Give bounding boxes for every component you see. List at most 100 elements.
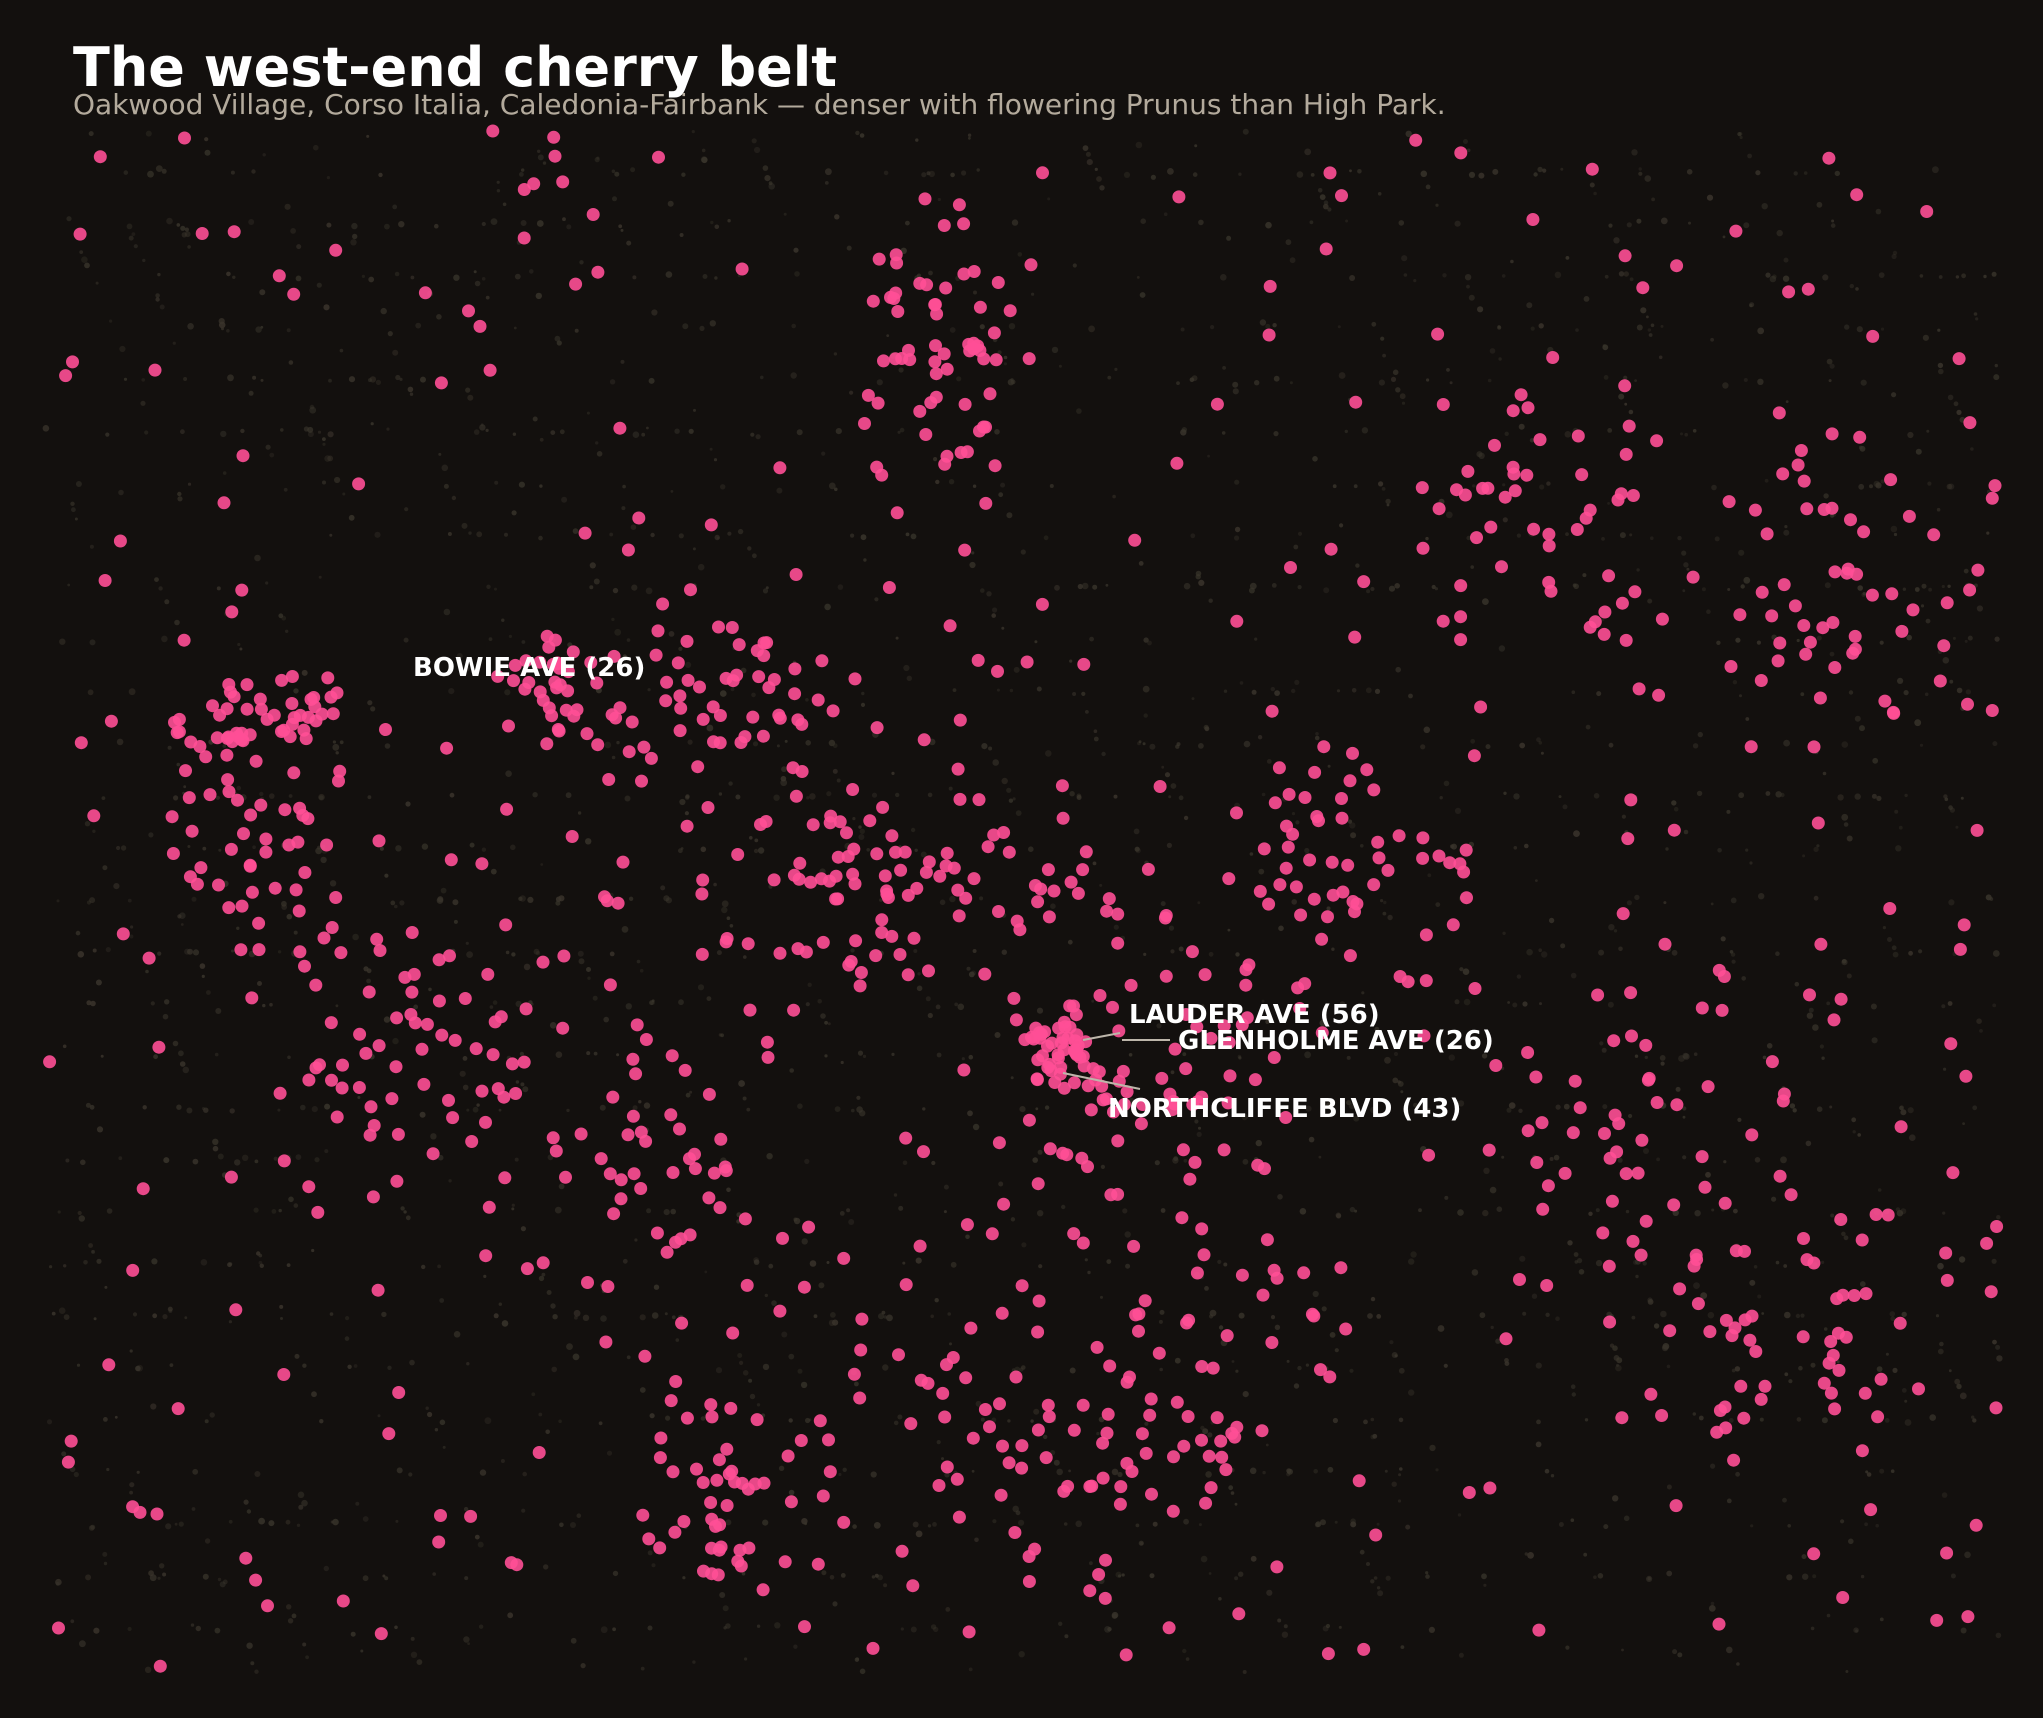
cherry-tree-dot [781, 1449, 795, 1463]
cherry-tree-dot [1715, 1003, 1729, 1017]
cherry-tree-dot [1610, 1145, 1624, 1159]
cherry-tree-dot [1319, 242, 1333, 256]
cherry-tree-dot [475, 1084, 489, 1098]
cherry-tree-dot [1514, 388, 1528, 402]
cherry-tree-dot [298, 959, 311, 973]
cherry-tree-dot [1980, 1236, 1994, 1250]
cherry-tree-dot [599, 1335, 613, 1349]
cherry-tree-dot [1166, 1504, 1180, 1518]
cherry-tree-dot [415, 1042, 429, 1056]
cherry-tree-dot [877, 354, 890, 368]
cherry-tree-dot [1765, 609, 1779, 623]
cherry-tree-dot [73, 227, 87, 241]
cherry-tree-dot [1652, 688, 1666, 702]
cherry-tree-dot [1350, 897, 1364, 911]
cherry-tree-dot [308, 700, 322, 714]
cherry-tree-dot [385, 1092, 399, 1106]
cherry-tree-dot [1745, 1128, 1759, 1142]
cherry-tree-dot [74, 736, 88, 750]
cherry-tree-dot [1314, 1363, 1327, 1377]
cherry-tree-dot [1773, 1169, 1787, 1183]
cherry-tree-dot [880, 884, 894, 898]
cherry-tree-dot [1841, 562, 1855, 576]
cherry-tree-dot [1168, 1042, 1182, 1056]
cherry-tree-dot [704, 1398, 718, 1412]
cherry-tree-dot [1083, 1480, 1097, 1493]
cherry-tree-dot [1749, 1345, 1763, 1358]
cherry-tree-dot [762, 681, 776, 695]
cherry-tree-dot [639, 1033, 653, 1046]
cherry-tree-dot [93, 150, 107, 164]
cherry-tree-dot [1230, 806, 1243, 820]
cherry-tree-dot [814, 872, 828, 886]
cherry-tree-dot [1432, 849, 1446, 863]
cherry-tree-dot [875, 913, 889, 927]
cherry-tree-dot [914, 1373, 928, 1387]
cherry-tree-dot [309, 978, 323, 992]
cherry-tree-dot [235, 899, 249, 913]
cherry-tree-dot [1294, 908, 1308, 922]
cherry-tree-dot [895, 352, 909, 365]
cherry-tree-dot [1190, 1266, 1204, 1280]
cherry-tree-dot [958, 397, 972, 411]
cherry-tree-dot [673, 689, 687, 703]
cherry-tree-dot [1176, 1143, 1190, 1157]
cherry-tree-dot [1655, 612, 1669, 626]
cherry-tree-dot [741, 937, 755, 951]
cherry-tree-dot [1303, 853, 1317, 867]
cherry-tree-dot [1081, 1079, 1095, 1093]
cherry-tree-dot [1170, 1395, 1184, 1409]
cherry-tree-dot [669, 1235, 682, 1249]
cherry-tree-dot [1230, 614, 1244, 628]
cherry-tree-dot [669, 1375, 683, 1388]
cherry-tree-dot [549, 1144, 563, 1158]
cherry-tree-dot [726, 1326, 740, 1340]
cherry-tree-dot [1158, 911, 1172, 925]
cherry-tree-dot [1145, 1487, 1158, 1501]
cherry-tree-dot [1031, 1325, 1045, 1339]
cherry-tree-dot [1031, 895, 1045, 909]
cherry-tree-dot [1963, 416, 1977, 430]
cherry-tree-dot [432, 1535, 446, 1549]
cherry-tree-dot [1969, 1518, 1983, 1532]
cherry-tree-dot [792, 872, 806, 886]
cherry-tree-dot [336, 1594, 350, 1608]
cherry-tree-dot [240, 702, 254, 716]
cherry-tree-dot [293, 945, 307, 959]
cherry-tree-dot [1056, 1146, 1070, 1160]
cherry-tree-dot [1232, 1607, 1246, 1621]
cherry-tree-dot [1540, 1279, 1554, 1292]
cherry-tree-dot [1099, 1092, 1113, 1106]
cherry-tree-dot [1107, 1105, 1120, 1119]
cherry-tree-dot [1542, 527, 1556, 541]
cherry-tree-dot [1175, 1211, 1189, 1225]
cherry-tree-dot [321, 671, 335, 685]
cherry-tree-dot [1076, 863, 1090, 877]
cherry-tree-dot [1041, 1398, 1055, 1412]
cherry-tree-dot [1067, 1227, 1081, 1241]
cherry-tree-dot [217, 496, 231, 510]
cherry-tree-dot [379, 723, 392, 736]
cherry-tree-dot [846, 783, 860, 796]
cherry-tree-dot [1703, 1325, 1717, 1339]
cherry-tree-dot [1533, 433, 1547, 447]
cherry-tree-dot [1499, 1332, 1513, 1346]
cherry-tree-dot [418, 286, 432, 300]
cherry-tree-dot [1099, 1553, 1112, 1567]
cherry-tree-dot [847, 1367, 861, 1381]
cherry-tree-dot [1695, 1150, 1709, 1164]
cherry-tree-dot [680, 634, 694, 648]
cherry-tree-dot [983, 1420, 996, 1434]
cherry-tree-dot [1667, 1198, 1681, 1212]
cherry-tree-dot [720, 1442, 734, 1456]
cherry-tree-dot [1436, 398, 1450, 411]
cherry-tree-dot [1357, 1642, 1371, 1656]
cherry-tree-dot [1718, 1196, 1732, 1210]
cherry-tree-dot [1754, 1392, 1768, 1406]
cherry-tree-dot [190, 877, 204, 891]
cherry-tree-dot [958, 543, 972, 557]
cherry-tree-dot [435, 1028, 449, 1042]
cherry-tree-dot [837, 1515, 851, 1529]
cherry-tree-dot [750, 1413, 764, 1427]
cherry-tree-dot [861, 388, 875, 402]
